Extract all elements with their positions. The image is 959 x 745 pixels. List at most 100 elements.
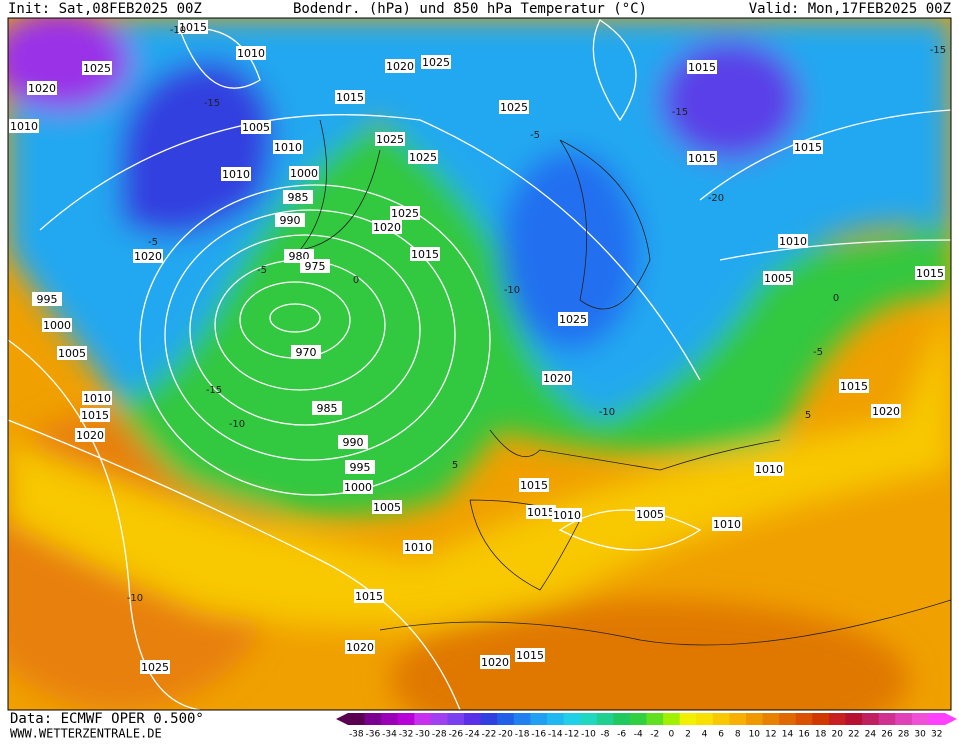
colorbar-label: -20 bbox=[498, 730, 513, 740]
isobar-label: 975 bbox=[305, 260, 326, 273]
isobar-label-box bbox=[519, 478, 549, 492]
isobar-label: 1015 bbox=[916, 267, 944, 280]
isobar-label-box bbox=[839, 379, 869, 393]
isobar-label-box bbox=[343, 480, 373, 494]
isobar-label-box bbox=[275, 213, 305, 227]
colorbar-label: 0 bbox=[669, 730, 675, 740]
isobar-label-box bbox=[178, 20, 208, 34]
isotherm-label: -10 bbox=[599, 407, 615, 418]
isobar-label: 985 bbox=[288, 191, 309, 204]
colorbar-cell bbox=[497, 713, 515, 725]
site-name: WWW.WETTERZENTRALE.DE bbox=[10, 727, 162, 741]
isobar-label: 1000 bbox=[43, 319, 71, 332]
isobar-label-box bbox=[480, 655, 510, 669]
colorbar-cell bbox=[547, 713, 565, 725]
colorbar-cell bbox=[878, 713, 896, 725]
colorbar-label: 4 bbox=[702, 730, 708, 740]
colorbar-cell bbox=[530, 713, 548, 725]
colorbar-cell bbox=[845, 713, 863, 725]
isotherm-label: -5 bbox=[530, 130, 540, 141]
init-time: Init: Sat,08FEB2025 00Z bbox=[8, 1, 202, 17]
isotherm-label: 0 bbox=[353, 275, 359, 286]
isobar-label: 1010 bbox=[10, 120, 38, 133]
isobar-label-box bbox=[289, 166, 319, 180]
isobar-label-box bbox=[27, 81, 57, 95]
colorbar-cell bbox=[696, 713, 714, 725]
colorbar-cell bbox=[613, 713, 631, 725]
isobar-label: 1020 bbox=[481, 656, 509, 669]
colorbar-arrow-right bbox=[945, 713, 957, 725]
isotherm-label: -10 bbox=[504, 285, 520, 296]
isobar-label-box bbox=[42, 318, 72, 332]
map-frame bbox=[7, 17, 952, 711]
isobar-label-box bbox=[712, 517, 742, 531]
isotherm-label: -10 bbox=[127, 593, 143, 604]
isobar-label-box bbox=[9, 119, 39, 133]
isobar-label: 1025 bbox=[559, 313, 587, 326]
isotherm-label: -15 bbox=[930, 45, 946, 56]
colorbar-label: -24 bbox=[465, 730, 480, 740]
isobar-label-box bbox=[526, 505, 556, 519]
isotherm-label: -20 bbox=[708, 193, 724, 204]
colorbar-cell bbox=[480, 713, 498, 725]
isobar-label: 1015 bbox=[179, 21, 207, 34]
colorbar-cell bbox=[779, 713, 797, 725]
colorbar-cell bbox=[762, 713, 780, 725]
isobar-label-box bbox=[542, 371, 572, 385]
isotherm-label: -15 bbox=[672, 107, 688, 118]
isobar-label: 1005 bbox=[373, 501, 401, 514]
isobar-label: 1015 bbox=[794, 141, 822, 154]
isobar-label: 1025 bbox=[500, 101, 528, 114]
isobar-label-box bbox=[82, 391, 112, 405]
isotherm-label: 5 bbox=[452, 460, 458, 471]
isobar-label: 1015 bbox=[527, 506, 555, 519]
colorbar-label: 2 bbox=[685, 730, 691, 740]
colorbar-label: -22 bbox=[482, 730, 497, 740]
isobar-label: 1015 bbox=[81, 409, 109, 422]
isobar-label-box bbox=[763, 271, 793, 285]
colorbar-label: 26 bbox=[881, 730, 893, 740]
map-field bbox=[8, 18, 951, 710]
isobar-label-box bbox=[558, 312, 588, 326]
isobar-label: 1010 bbox=[237, 47, 265, 60]
isotherm-label: -15 bbox=[206, 385, 222, 396]
colorbar-label: 22 bbox=[848, 730, 859, 740]
isobar-label-box bbox=[140, 660, 170, 674]
isobar-label-box bbox=[499, 100, 529, 114]
isobar-label: 1020 bbox=[543, 372, 571, 385]
isobar-label: 995 bbox=[350, 461, 371, 474]
isobar-label: 1025 bbox=[422, 56, 450, 69]
isobar-label-box bbox=[390, 206, 420, 220]
colorbar-cell bbox=[364, 713, 382, 725]
isobar-label: 1015 bbox=[355, 590, 383, 603]
colorbar-label: -18 bbox=[515, 730, 530, 740]
colorbar-label: 12 bbox=[765, 730, 776, 740]
isobar-label-box bbox=[312, 401, 342, 415]
isobar-label-box bbox=[635, 507, 665, 521]
colorbar-cell bbox=[812, 713, 830, 725]
isobar-label-box bbox=[515, 648, 545, 662]
isobar-label-box bbox=[241, 120, 271, 134]
isobar-label: 1010 bbox=[713, 518, 741, 531]
isobar-label-box bbox=[385, 59, 415, 73]
isobar-label: 1025 bbox=[141, 661, 169, 674]
colorbar-cell bbox=[729, 713, 747, 725]
isobar-label-box bbox=[82, 61, 112, 75]
isobar-label-box bbox=[687, 151, 717, 165]
isobar-label-box bbox=[754, 462, 784, 476]
colorbar-label: -8 bbox=[601, 730, 610, 740]
isobar-label-box bbox=[345, 640, 375, 654]
colorbar-cell bbox=[563, 713, 581, 725]
colorbar-label: 30 bbox=[914, 730, 926, 740]
colorbar-label: -28 bbox=[432, 730, 447, 740]
isotherm-label: -5 bbox=[813, 347, 823, 358]
isobar-label-box bbox=[236, 46, 266, 60]
isotherm-label: -5 bbox=[148, 237, 158, 248]
isotherm-label: -10 bbox=[229, 419, 245, 430]
colorbar-label: 14 bbox=[782, 730, 794, 740]
colorbar-arrow-left bbox=[336, 713, 348, 725]
isobar-label: 1020 bbox=[346, 641, 374, 654]
isobar-label: 1015 bbox=[840, 380, 868, 393]
colorbar-label: 32 bbox=[931, 730, 942, 740]
isobars bbox=[8, 19, 951, 710]
